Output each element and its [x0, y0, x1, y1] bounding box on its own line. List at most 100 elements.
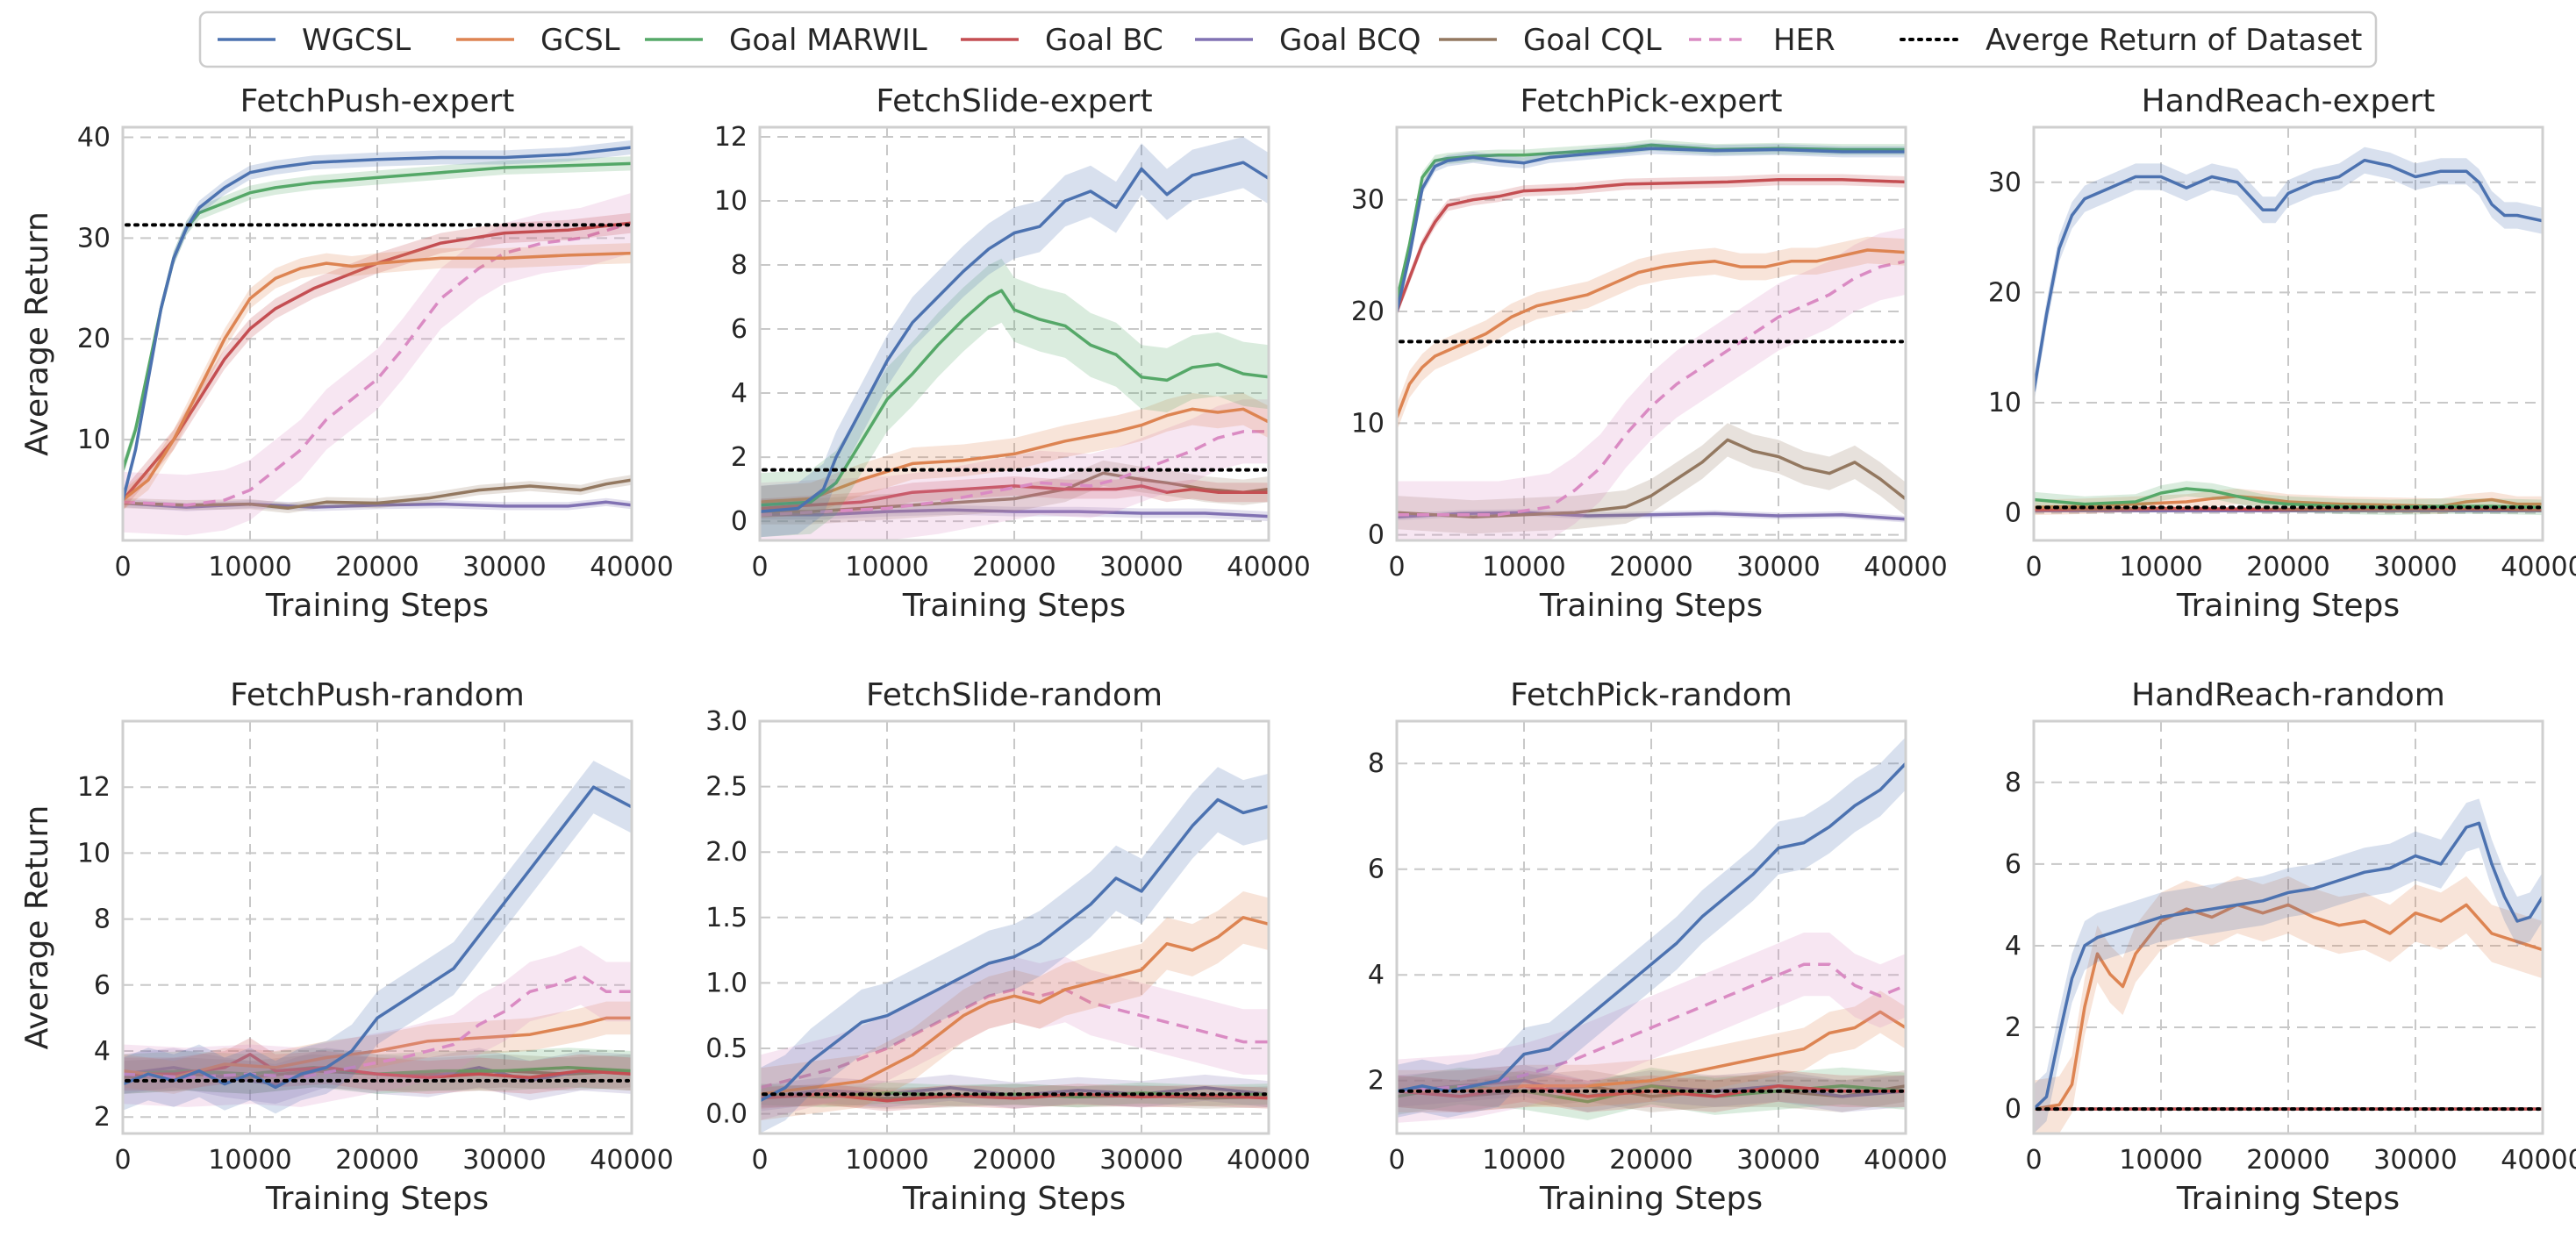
panel-fetchpick-expert: 0 10000 20000 30000 40000 0 10 20 30 FetchPick-ex…	[1351, 83, 1948, 624]
series-line-her	[1397, 962, 1906, 1093]
plot-frame	[758, 125, 1270, 542]
x-tick-label: 40000	[2501, 552, 2576, 583]
x-tick-label: 0	[751, 552, 768, 583]
x-axis-label: Training Steps	[2176, 588, 2400, 624]
legend: WGCSL GCSL Goal MARWIL Goal BC Goal BCQ Goal …	[198, 11, 2378, 68]
series-line-gcsl	[123, 251, 632, 502]
y-axis-label: Average Return	[19, 211, 55, 456]
y-tick-label: 1.5	[705, 903, 748, 933]
x-tick-label: 20000	[2246, 1145, 2329, 1176]
series-line-wgcsl	[2034, 821, 2543, 1111]
series-line-bc	[123, 1053, 632, 1079]
plot-frame	[121, 125, 633, 542]
y-tick-label: 10	[77, 838, 111, 869]
x-tick-label: 30000	[1099, 552, 1183, 583]
band-wgcsl	[2034, 147, 2543, 405]
y-tick-label: 10	[1988, 388, 2021, 418]
series-group	[1397, 737, 1906, 1123]
x-tick-label: 10000	[1482, 1145, 1565, 1176]
x-tick-label: 0	[2025, 1145, 2042, 1176]
series-line-cql	[123, 478, 632, 510]
y-tick-label: 30	[1351, 185, 1385, 216]
y-tick-label: 2	[1368, 1066, 1385, 1097]
series-line-gcsl	[760, 407, 1269, 504]
legend-frame	[198, 11, 2378, 68]
x-tick-label: 20000	[1609, 1145, 1692, 1176]
panel-title: FetchSlide-expert	[876, 83, 1152, 119]
plot-frame	[2032, 719, 2544, 1135]
y-tick-label: 4	[1368, 960, 1385, 990]
series-line-bc	[760, 484, 1269, 511]
band-gcsl	[760, 891, 1269, 1121]
panel-title: HandReach-random	[2131, 677, 2445, 713]
series-line-wgcsl	[760, 797, 1269, 1103]
panel-title: FetchSlide-random	[866, 677, 1163, 713]
panel-handreach-random: 0 10000 20000 30000 40000 0 2 4 6 8 HandReach-rand…	[2005, 677, 2576, 1217]
x-tick-label: 40000	[1864, 552, 1947, 583]
series-line-wgcsl	[760, 161, 1269, 513]
series-line-cql	[1397, 438, 1906, 519]
panel-fetchslide-random: 0 10000 20000 30000 40000 0.0 0.5 1.0 1.5 2.0 2.5 3…	[705, 677, 1310, 1217]
x-tick-label: 20000	[2246, 552, 2329, 583]
legend-label-her: HER	[1773, 23, 1835, 58]
series-line-her	[760, 430, 1269, 517]
legend-label-marwil: Goal MARWIL	[729, 23, 927, 58]
x-tick-label: 10000	[845, 1145, 928, 1176]
panel-title: FetchPush-expert	[240, 83, 515, 119]
y-tick-label: 12	[77, 772, 111, 803]
panel-handreach-expert: 0 10000 20000 30000 40000 0 10 20 30 HandReach-ex…	[1988, 83, 2576, 624]
x-tick-label: 10000	[2119, 552, 2202, 583]
y-tick-label: 10	[1351, 408, 1385, 439]
plot-frame	[1395, 719, 1907, 1135]
x-tick-label: 40000	[1864, 1145, 1947, 1176]
band-her	[760, 399, 1269, 540]
series-line-gcsl	[1397, 1010, 1906, 1093]
band-gcsl	[123, 1001, 632, 1094]
panel-title: FetchPush-random	[230, 677, 525, 713]
series-line-her	[123, 973, 632, 1079]
series-line-wgcsl	[2034, 158, 2543, 392]
y-tick-label: 12	[714, 122, 748, 153]
y-tick-label: 4	[731, 378, 748, 409]
band-bcq	[123, 1048, 632, 1105]
x-tick-label: 40000	[1227, 1145, 1310, 1176]
y-tick-label: 6	[1368, 854, 1385, 885]
band-wgcsl	[123, 761, 632, 1114]
y-tick-label: 1.0	[705, 968, 748, 998]
x-tick-label: 30000	[2373, 1145, 2457, 1176]
panels: 0 10000 20000 30000 4000010203040FetchPush-e…	[19, 83, 2576, 1217]
series-line-gcsl	[2034, 903, 2543, 1111]
y-tick-label: 6	[731, 314, 748, 345]
plot-frame	[1395, 125, 1907, 542]
x-tick-label: 10000	[208, 1145, 291, 1176]
series-group	[123, 139, 632, 536]
y-tick-label: 30	[77, 223, 111, 254]
series-line-wgcsl	[1397, 762, 1906, 1093]
y-tick-label: 0	[2005, 498, 2021, 529]
x-axis-label: Training Steps	[902, 588, 1126, 624]
plot-frame	[758, 719, 1270, 1135]
x-axis-label: Training Steps	[265, 588, 489, 624]
series-line-her	[760, 988, 1269, 1090]
legend-label-gcsl: GCSL	[540, 23, 620, 58]
x-axis-label: Training Steps	[902, 1181, 1126, 1217]
panel-fetchslide-expert: 0 10000 20000 30000 40000 0 2 4 6 8 10 12 FetchSlide…	[714, 83, 1311, 624]
series-line-gcsl	[760, 916, 1269, 1096]
panel-title: FetchPick-random	[1510, 677, 1792, 713]
series-line-her	[123, 221, 632, 507]
legend-label-cql: Goal CQL	[1523, 23, 1662, 58]
x-tick-label: 10000	[208, 552, 291, 583]
x-tick-label: 10000	[845, 552, 928, 583]
y-tick-label: 6	[94, 970, 111, 1001]
series-line-marwil	[1397, 1084, 1906, 1104]
x-axis-label: Training Steps	[265, 1181, 489, 1217]
x-tick-label: 0	[2025, 552, 2042, 583]
y-tick-label: 0	[731, 506, 748, 537]
y-tick-label: 2	[2005, 1012, 2021, 1043]
x-axis-label: Training Steps	[1539, 1181, 1763, 1217]
band-wgcsl	[760, 767, 1269, 1133]
band-marwil	[1397, 139, 1906, 306]
panel-fetchpush-random: 0 10000 20000 30000 40000 2 4 6 8 10 12 FetchPush-r…	[19, 677, 674, 1217]
series-group	[1397, 139, 1906, 540]
